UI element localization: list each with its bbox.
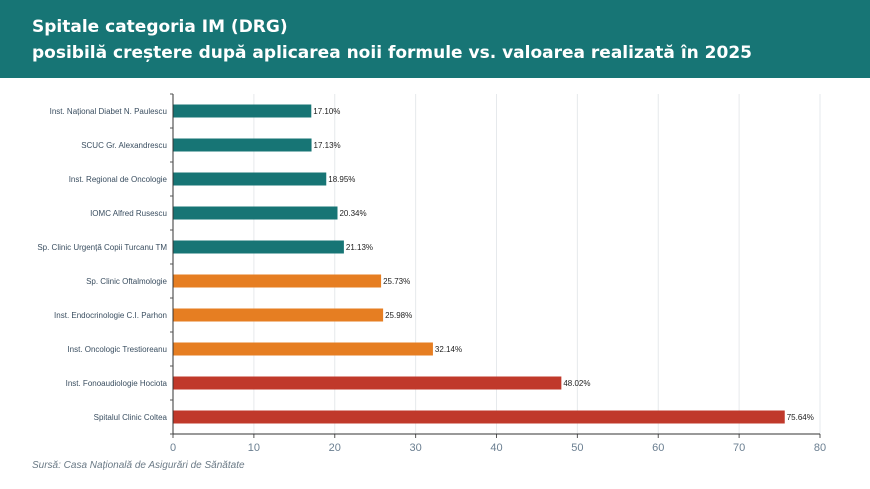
chart-title: Spitale categoria IM (DRG)	[32, 17, 288, 37]
value-label: 20.34%	[339, 209, 366, 218]
bar	[173, 104, 312, 118]
value-label: 17.13%	[314, 141, 341, 150]
category-label: Sp. Clinic Oftalmologie	[86, 277, 167, 286]
bar	[173, 342, 433, 356]
bar	[173, 376, 562, 390]
bar	[173, 308, 384, 322]
category-label: Spitalul Clinic Coltea	[94, 413, 168, 422]
x-tick-label: 0	[170, 442, 176, 454]
value-label: 25.73%	[383, 277, 410, 286]
bar	[173, 410, 785, 424]
bar	[173, 138, 312, 152]
category-label: Inst. Endocrinologie C.I. Parhon	[54, 311, 167, 320]
value-label: 17.10%	[313, 107, 340, 116]
x-tick-label: 30	[410, 442, 422, 454]
category-label: Inst. Național Diabet N. Paulescu	[50, 107, 167, 116]
value-label: 18.95%	[328, 175, 355, 184]
bar	[173, 240, 344, 254]
value-label: 75.64%	[787, 413, 814, 422]
category-label: Inst. Fonoaudiologie Hociota	[66, 379, 168, 388]
x-tick-label: 40	[490, 442, 502, 454]
bar	[173, 274, 382, 288]
chart-subtitle: posibilă creștere după aplicarea noii fo…	[32, 43, 752, 63]
value-label: 32.14%	[435, 345, 462, 354]
category-label: SCUC Gr. Alexandrescu	[81, 141, 167, 150]
x-tick-label: 50	[571, 442, 583, 454]
category-label: Sp. Clinic Urgență Copii Turcanu TM	[37, 243, 167, 252]
header-banner: Spitale categoria IM (DRG) posibilă creș…	[0, 0, 870, 78]
value-label: 21.13%	[346, 243, 373, 252]
x-tick-label: 20	[329, 442, 341, 454]
x-tick-label: 80	[814, 442, 826, 454]
bar	[173, 172, 327, 186]
value-label: 48.02%	[563, 379, 590, 388]
category-label: IOMC Alfred Rusescu	[90, 209, 167, 218]
value-label: 25.98%	[385, 311, 412, 320]
category-label: Inst. Oncologic Trestioreanu	[67, 345, 167, 354]
x-tick-label: 70	[733, 442, 745, 454]
bar	[173, 206, 338, 220]
source-note: Sursă: Casa Națională de Asigurări de Să…	[32, 460, 245, 471]
x-tick-label: 60	[652, 442, 664, 454]
x-tick-label: 10	[248, 442, 260, 454]
category-label: Inst. Regional de Oncologie	[69, 175, 168, 184]
